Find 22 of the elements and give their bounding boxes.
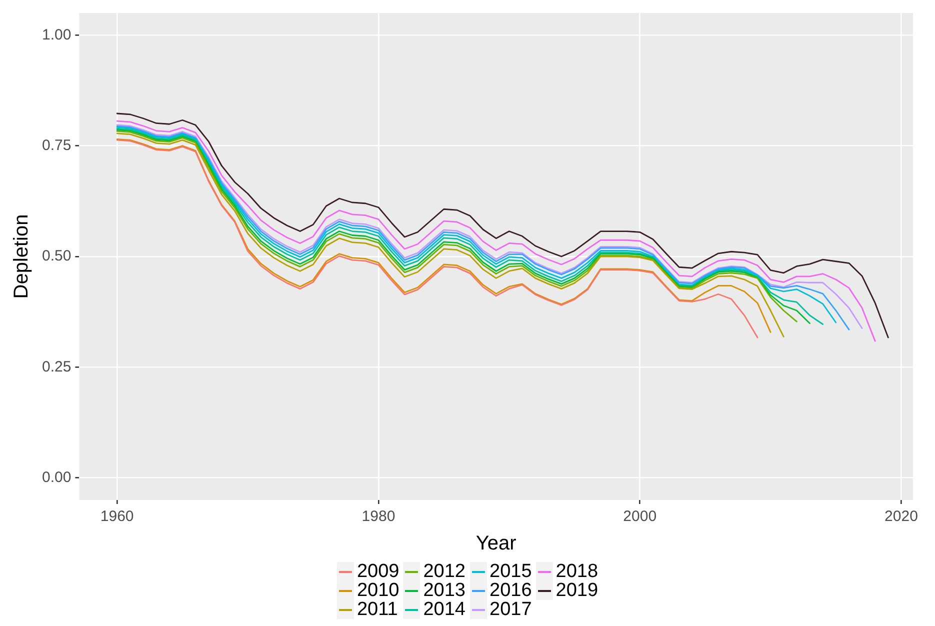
y-tick-label: 0.25 bbox=[42, 358, 72, 376]
legend-label: 2017 bbox=[490, 599, 532, 620]
y-axis-title: Depletion bbox=[10, 214, 33, 299]
y-tick-label: 0.75 bbox=[42, 136, 72, 154]
x-tick-label: 2000 bbox=[623, 508, 657, 526]
legend-label: 2011 bbox=[356, 599, 398, 620]
legend-label: 2009 bbox=[356, 561, 400, 582]
legend-label: 2012 bbox=[423, 561, 466, 582]
legend-label: 2013 bbox=[423, 580, 466, 601]
legend-label: 2016 bbox=[490, 580, 532, 601]
x-tick-label: 1980 bbox=[362, 508, 396, 526]
legend-label: 2010 bbox=[356, 580, 400, 601]
x-tick-label: 1960 bbox=[100, 508, 134, 526]
x-tick-label: 2020 bbox=[884, 508, 918, 526]
legend-label: 2018 bbox=[556, 561, 598, 582]
legend-label: 2019 bbox=[556, 580, 598, 601]
y-tick-label: 0.00 bbox=[42, 469, 72, 486]
y-tick-label: 0.50 bbox=[42, 248, 72, 265]
legend-label: 2015 bbox=[490, 561, 532, 582]
legend-label: 2014 bbox=[423, 599, 466, 620]
x-axis-title: Year bbox=[476, 532, 517, 555]
y-tick-label: 1.00 bbox=[42, 26, 72, 44]
